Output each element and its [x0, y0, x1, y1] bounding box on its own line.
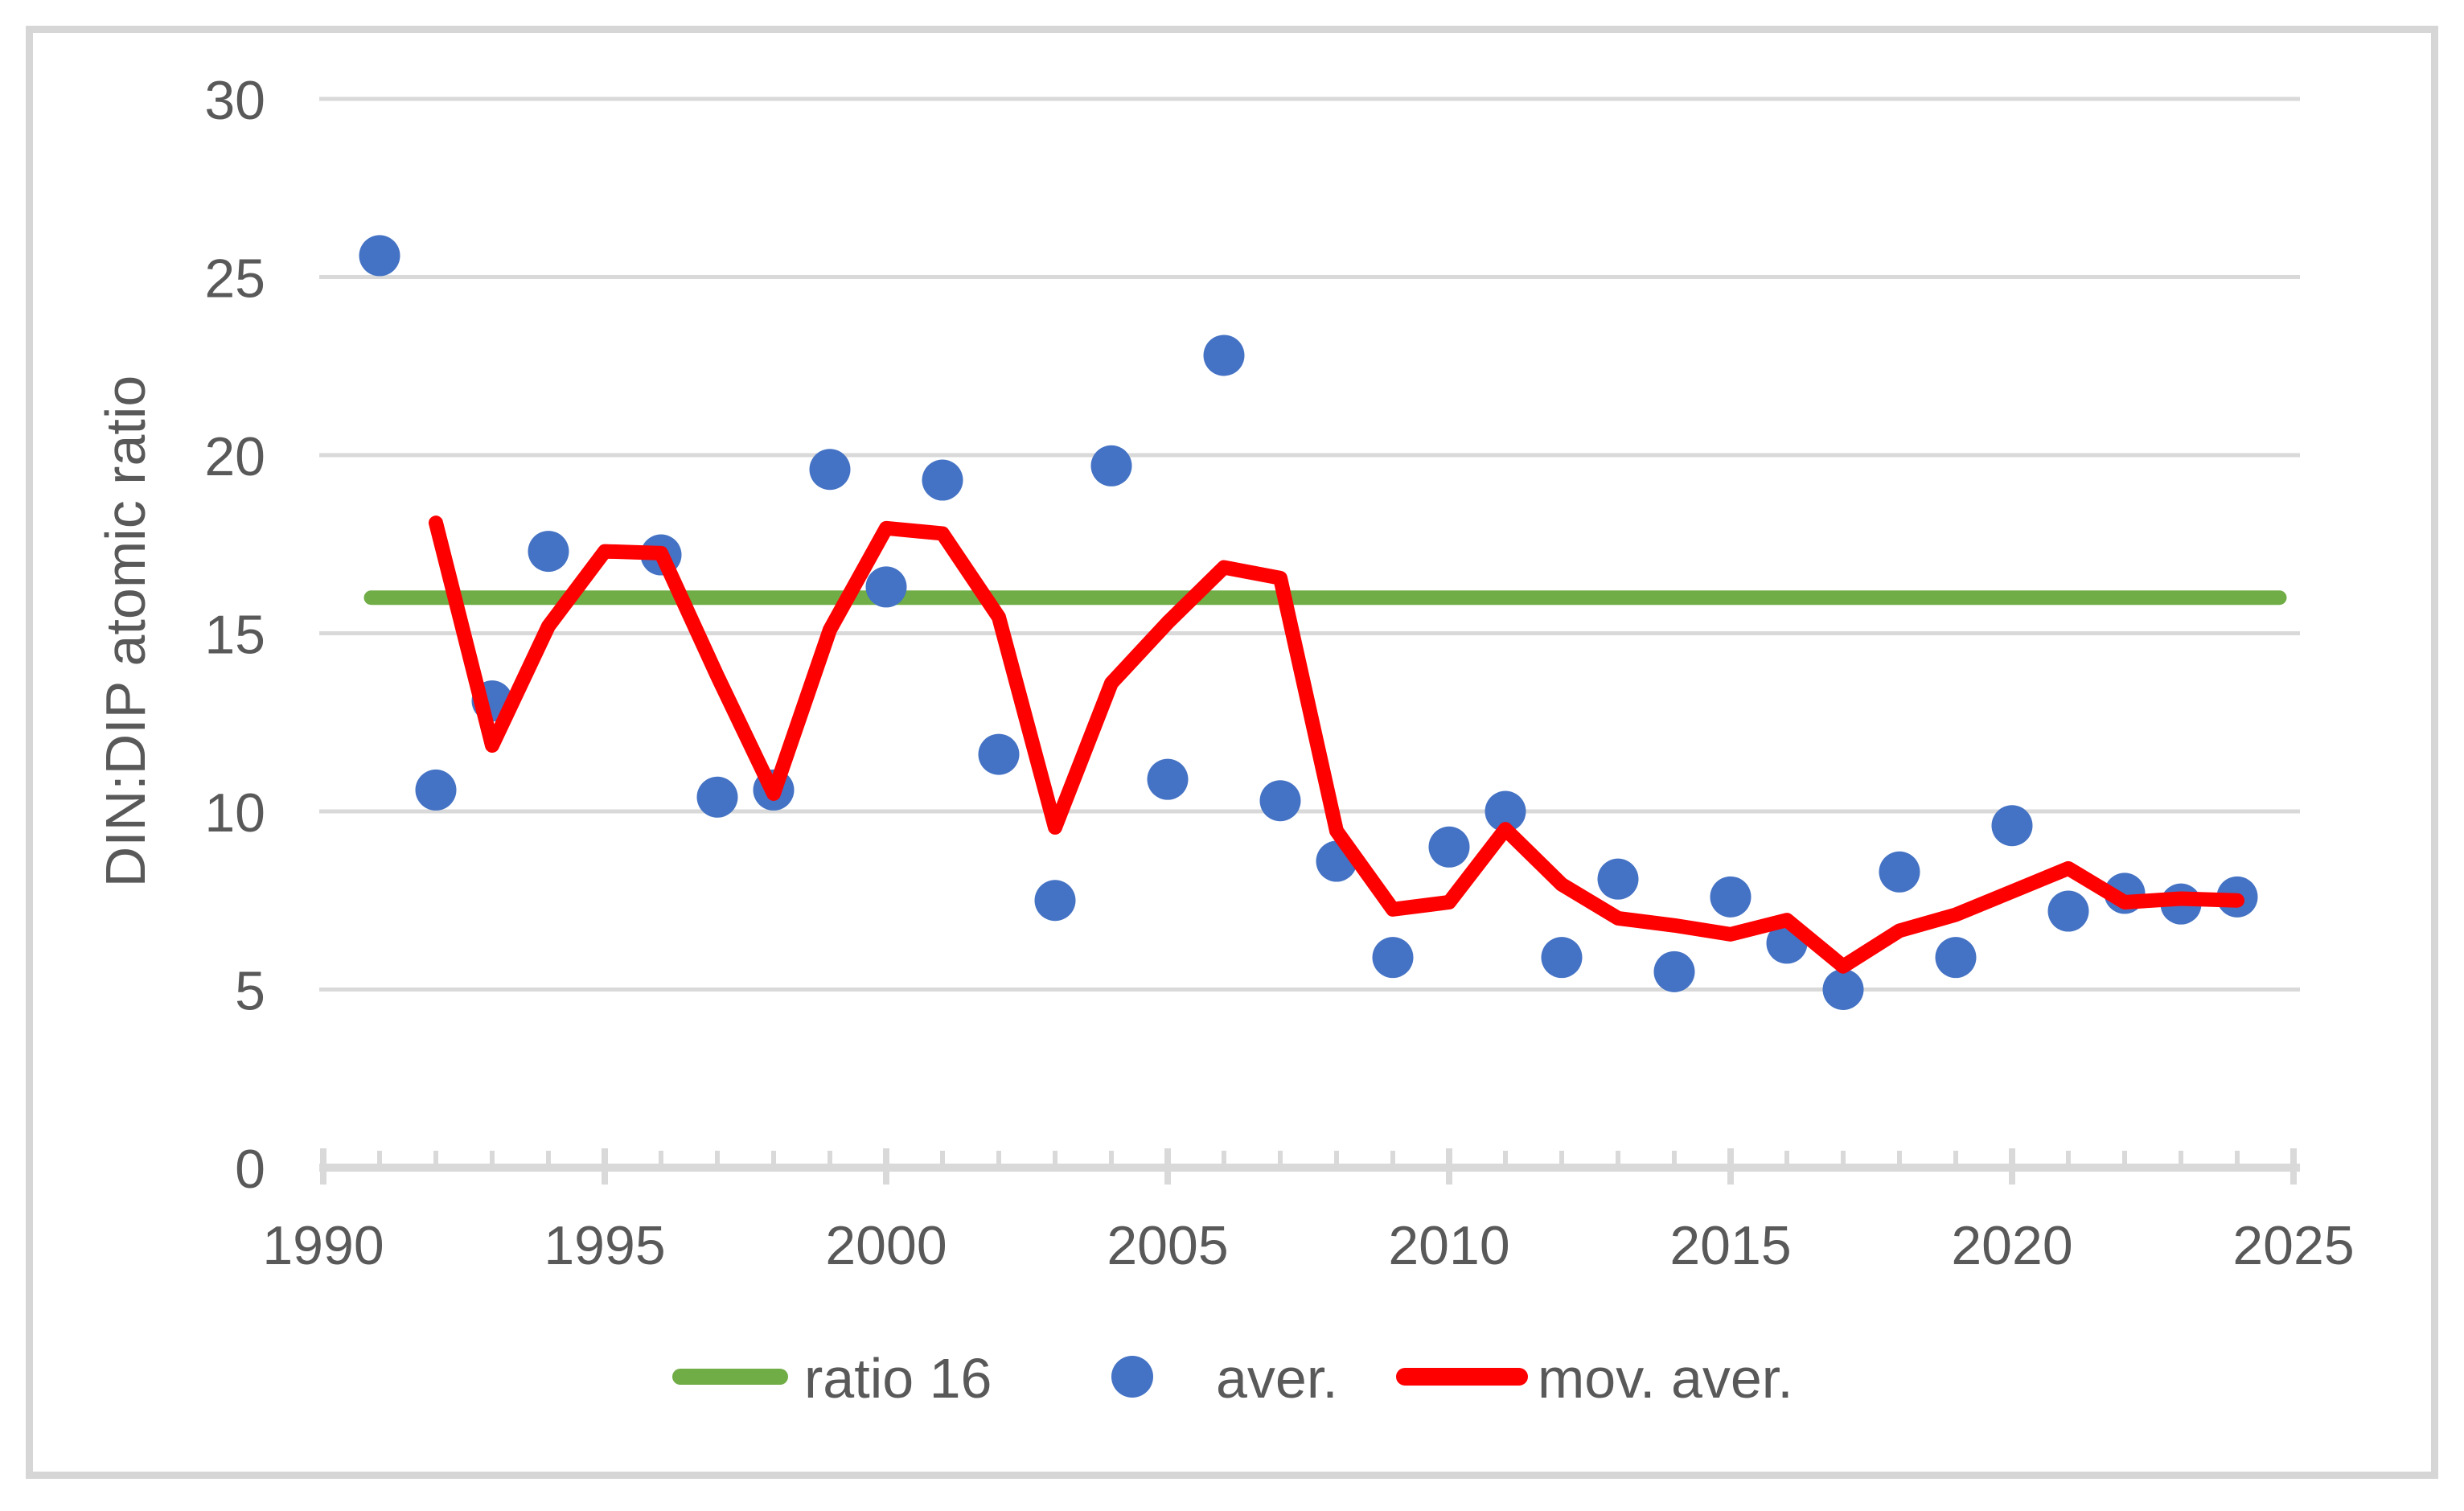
legend: ratio 16 aver. mov. aver.: [672, 1347, 1793, 1410]
aver-dot-2017: [1822, 969, 1864, 1010]
x-tick-label: 1995: [544, 1215, 665, 1276]
aver-dot-2004: [1090, 445, 1132, 487]
y-tick-label: 30: [204, 70, 265, 131]
aver-dot-2005: [1147, 758, 1189, 800]
y-tick-label: 10: [204, 782, 265, 844]
y-tick-label: 20: [204, 426, 265, 487]
aver-dot-2001: [922, 459, 963, 501]
y-tick-label: 0: [235, 1139, 265, 1200]
series-layer: [359, 235, 2287, 1010]
legend-mov-aver-label: mov. aver.: [1538, 1347, 1793, 1410]
y-tick-label: 15: [204, 605, 265, 666]
y-tick-label: 25: [204, 248, 265, 310]
aver-dot-2012: [1541, 937, 1583, 979]
aver-dot-2014: [1653, 951, 1695, 992]
x-tick-label: 2005: [1107, 1215, 1228, 1276]
aver-dot-2021: [2047, 890, 2089, 932]
aver-dot-2019: [1935, 937, 1977, 979]
aver-dot-1994: [528, 531, 569, 573]
mov-aver-line: [429, 515, 2244, 974]
aver-dot-2002: [978, 733, 1020, 775]
aver-dot-2018: [1879, 851, 1920, 893]
aver-dot-2009: [1372, 937, 1414, 979]
legend-ratio16-label: ratio 16: [804, 1347, 992, 1410]
aver-dot-2007: [1259, 780, 1301, 822]
gridlines-layer: [319, 96, 2300, 992]
legend-aver-label: aver.: [1216, 1347, 1338, 1410]
x-axis-layer: [319, 1148, 2300, 1185]
legend-aver-marker: [1111, 1356, 1153, 1398]
aver-dot-1991: [359, 235, 400, 277]
aver-dot-2011: [1485, 790, 1526, 832]
aver-dot-2020: [1991, 805, 2033, 847]
x-tick-label: 2010: [1388, 1215, 1509, 1276]
aver-dot-2015: [1710, 876, 1751, 918]
x-tick-label: 1990: [262, 1215, 384, 1276]
aver-dot-2006: [1203, 335, 1245, 376]
y-tick-label: 5: [235, 961, 265, 1022]
x-tick-label: 2000: [825, 1215, 947, 1276]
aver-dot-2010: [1428, 826, 1470, 868]
chart-border: [26, 26, 2438, 1479]
x-tick-label: 2015: [1669, 1215, 1791, 1276]
aver-dot-2000: [865, 566, 907, 608]
x-tick-label: 2025: [2232, 1215, 2354, 1276]
x-tick-label: 2020: [1951, 1215, 2072, 1276]
aver-dot-2003: [1034, 880, 1076, 922]
aver-dot-1992: [415, 769, 457, 811]
aver-dot-1999: [809, 449, 851, 491]
y-axis-title: DIN:DIP atomic ratio: [94, 376, 157, 888]
aver-dot-1997: [696, 776, 738, 818]
aver-dot-2013: [1597, 858, 1639, 900]
